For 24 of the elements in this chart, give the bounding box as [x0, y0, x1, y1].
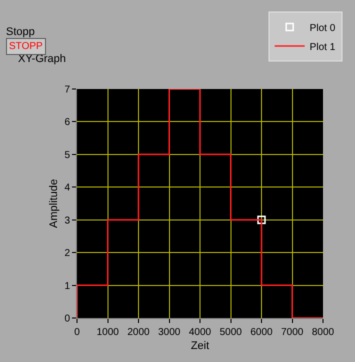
- x-tick-label: 1000: [96, 327, 120, 338]
- y-tick-label: 2: [64, 248, 70, 260]
- chart-title: XY-Graph: [18, 52, 66, 65]
- x-tick-label: 5000: [220, 327, 242, 338]
- y-tick-label: 5: [64, 150, 70, 161]
- x-tick-label: 0: [74, 327, 80, 338]
- text: Stopp: [6, 26, 35, 38]
- x-tick-label: 3000: [158, 327, 181, 338]
- y-tick-label: 4: [64, 182, 70, 194]
- y-tick-label: 1: [64, 280, 70, 292]
- legend-label: Plot 0: [310, 22, 336, 34]
- legend-label: Plot 1: [310, 42, 336, 53]
- y-tick-label: 7: [64, 84, 70, 96]
- x-tick-label: 4000: [188, 327, 212, 338]
- text: STOPP: [9, 41, 44, 52]
- x-tick-label: 8000: [312, 327, 335, 338]
- y-tick-label: 6: [64, 117, 70, 128]
- x-tick-label: 2000: [127, 327, 150, 338]
- x-axis-title: Zeit: [190, 340, 210, 352]
- y-tick-label: 3: [64, 215, 70, 226]
- y-axis-title: Amplitude: [48, 179, 60, 228]
- y-tick-label: 0: [64, 314, 70, 324]
- x-tick-label: 6000: [250, 327, 274, 338]
- x-tick-label: 7000: [281, 327, 304, 338]
